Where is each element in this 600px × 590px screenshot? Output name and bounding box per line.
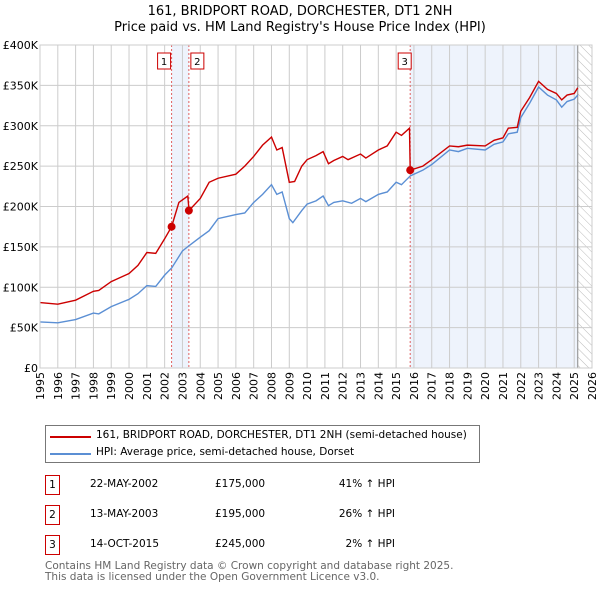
x-tick-label: 2016 [408,372,421,400]
sale-point [184,206,193,215]
y-tick-label: £200K [3,201,39,214]
x-tick-label: 2022 [515,372,528,400]
transaction-price: £245,000 [215,538,266,550]
y-tick-label: £0 [24,362,38,375]
x-tick-label: 2004 [194,372,207,400]
transaction-number-badge: 3 [45,535,60,555]
x-tick-label: 2012 [337,372,350,400]
x-tick-label: 1997 [70,372,83,400]
sale-point [167,222,176,231]
x-tick-label: 2026 [586,372,599,400]
y-tick-label: £250K [3,160,39,173]
footer-licence: This data is licensed under the Open Gov… [45,571,380,583]
chart-title: 161, BRIDPORT ROAD, DORCHESTER, DT1 2NH [147,4,453,19]
price-chart: 1995 1996 1997 1998 1999 2000 2001 2002 2003 2004… [3,39,599,400]
x-tick-label: 2000 [123,372,136,400]
transaction-number-badge: 2 [45,505,60,525]
sale-label-box [190,52,205,70]
y-tick-label: £300K [3,120,39,133]
x-tick-label: 1998 [87,372,100,400]
sale-label: 3 [402,57,408,68]
x-tick-label: 2014 [372,372,385,400]
x-tick-label: 2017 [426,372,439,400]
x-tick-label: 2019 [461,372,474,400]
legend: 161, BRIDPORT ROAD, DORCHESTER, DT1 2NH … [45,425,480,463]
y-tick-label: £150K [3,241,39,254]
transaction-date: 14-OCT-2015 [90,538,159,550]
series-line [39,80,579,305]
x-tick-label: 2018 [444,372,457,400]
chart-subtitle: Price paid vs. HM Land Registry's House … [114,20,486,35]
x-tick-label: 2023 [533,372,546,400]
transaction-hpi-change: 2% ↑ HPI [345,538,395,550]
x-tick-label: 2015 [390,372,403,400]
x-tick-label: 2007 [248,372,261,400]
x-tick-label: 2020 [479,372,492,400]
transaction-date: 13-MAY-2003 [90,508,159,520]
transaction-row: 2 13-MAY-2003 £195,000 26% ↑ HPI [45,505,445,525]
legend-hpi-label: HPI: Average price, semi-detached house,… [96,446,355,458]
transaction-price: £195,000 [215,508,266,520]
transaction-number-badge: 1 [45,475,60,495]
sale-label: 2 [194,57,200,68]
transaction-hpi-change: 41% ↑ HPI [338,478,395,490]
sale-point [406,166,415,175]
x-tick-label: 2011 [319,372,332,400]
legend-property-line [50,436,91,438]
y-tick-label: £100K [3,281,39,294]
footer-copyright: Contains HM Land Registry data © Crown c… [45,560,454,572]
y-tick-label: £400K [3,39,39,52]
x-tick-label: 2008 [265,372,278,400]
plot-border [39,44,593,369]
transaction-hpi-change: 26% ↑ HPI [338,508,395,520]
legend-hpi-line [50,453,91,455]
x-tick-label: 2021 [497,372,510,400]
x-tick-label: 1999 [105,372,118,400]
transaction-price: £175,000 [215,478,266,490]
x-tick-label: 2006 [230,372,243,400]
y-tick-label: £350K [3,79,39,92]
x-tick-label: 2003 [176,372,189,400]
x-tick-label: 1996 [52,372,65,400]
x-tick-label: 2002 [159,372,172,400]
sale-label-box [157,52,172,70]
x-tick-label: 2025 [568,372,581,400]
x-tick-label: 2001 [141,372,154,400]
transaction-date: 22-MAY-2002 [90,478,159,490]
x-tick-label: 2010 [301,372,314,400]
y-tick-label: £50K [10,322,39,335]
x-tick-label: 2009 [283,372,296,400]
x-tick-label: 2005 [212,372,225,400]
x-tick-label: 2024 [550,372,563,400]
x-tick-label: 1995 [34,372,47,400]
sale-label-box [397,52,412,70]
transaction-row: 3 14-OCT-2015 £245,000 2% ↑ HPI [45,535,445,555]
transaction-row: 1 22-MAY-2002 £175,000 41% ↑ HPI [45,475,445,495]
legend-property-label: 161, BRIDPORT ROAD, DORCHESTER, DT1 2NH … [96,429,467,441]
x-tick-label: 2013 [355,372,368,400]
series-line [39,85,579,324]
sale-label: 1 [161,57,167,68]
